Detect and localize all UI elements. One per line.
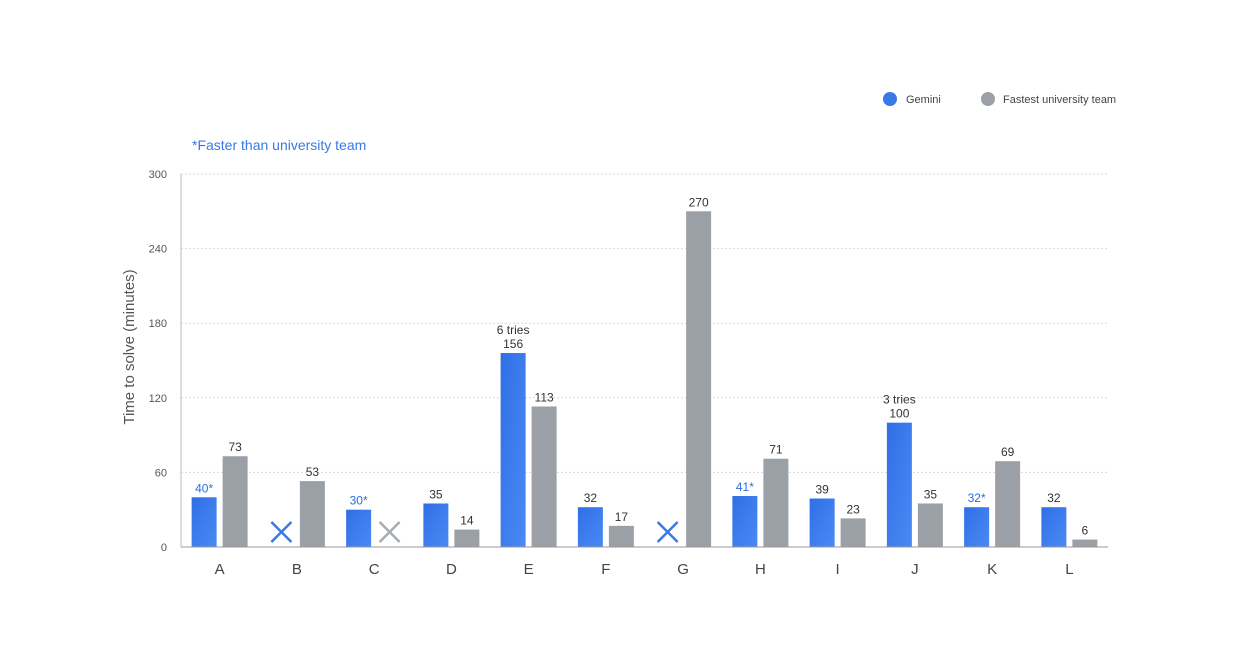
bar-university <box>995 461 1021 547</box>
bar-gemini <box>423 503 449 547</box>
y-tick-label: 120 <box>149 393 167 405</box>
bar-university <box>917 503 943 547</box>
data-label: 270 <box>689 195 709 209</box>
bar-university <box>1072 539 1098 547</box>
data-label: 100 <box>889 407 909 421</box>
bar-university <box>222 456 248 547</box>
x-icon <box>378 521 401 543</box>
data-label: 40* <box>195 481 213 495</box>
tries-label: 6 tries <box>497 323 530 337</box>
tries-label: 3 tries <box>883 393 916 407</box>
x-tick-label: L <box>1065 561 1073 578</box>
data-label: 156 <box>503 337 523 351</box>
legend: Gemini Fastest university team <box>883 92 1116 106</box>
legend-gemini-swatch <box>883 92 897 106</box>
bar-university <box>299 481 325 547</box>
bar-gemini <box>1041 507 1067 547</box>
data-label: 113 <box>535 391 554 405</box>
data-label: 41* <box>736 480 754 494</box>
y-tick-label: 240 <box>149 244 167 256</box>
data-label: 32* <box>968 491 986 505</box>
x-icon <box>270 521 293 543</box>
x-tick-label: B <box>292 561 302 578</box>
legend-university-label: Fastest university team <box>1003 94 1116 106</box>
y-axis-label: Time to solve (minutes) <box>121 269 138 424</box>
y-tick-label: 180 <box>149 318 167 330</box>
y-axis-ticks: 0 60 120 180 240 300 <box>149 169 167 554</box>
chart-note: *Faster than university team <box>192 137 366 153</box>
x-tick-label: C <box>369 561 380 578</box>
data-label: 32 <box>584 491 598 505</box>
x-tick-label: D <box>446 561 457 578</box>
data-label: 53 <box>306 465 320 479</box>
x-tick-label: F <box>601 561 610 578</box>
bar-university <box>840 518 866 547</box>
x-tick-label: J <box>911 561 919 578</box>
x-axis-labels: A B C D E F G H I J K L <box>215 561 1074 578</box>
bar-university <box>608 525 634 547</box>
data-label: 39 <box>815 483 829 497</box>
bar-university <box>454 529 480 547</box>
x-tick-label: G <box>677 561 689 578</box>
x-tick-label: H <box>755 561 766 578</box>
bar-gemini <box>964 507 990 547</box>
data-label: 73 <box>228 440 242 454</box>
data-label: 14 <box>460 514 474 528</box>
bar-gemini <box>809 498 835 547</box>
bar-gemini <box>732 496 758 547</box>
y-tick-label: 0 <box>161 542 167 554</box>
bar-gemini <box>500 353 526 547</box>
data-label: 17 <box>615 510 629 524</box>
bar-gemini <box>191 497 217 547</box>
data-label: 35 <box>429 487 443 501</box>
x-tick-label: I <box>836 561 840 578</box>
legend-university-swatch <box>981 92 995 106</box>
legend-gemini-label: Gemini <box>906 94 941 106</box>
data-label: 69 <box>1001 445 1015 459</box>
data-label: 6 <box>1082 524 1089 538</box>
bar-university <box>531 406 557 547</box>
data-label: 23 <box>846 502 860 516</box>
data-label: 32 <box>1047 491 1061 505</box>
x-tick-label: K <box>987 561 997 578</box>
bar-gemini <box>346 509 372 547</box>
y-tick-label: 60 <box>155 467 167 479</box>
bar-gemini <box>886 422 912 547</box>
x-tick-label: A <box>215 561 225 578</box>
bar-university <box>763 458 789 547</box>
x-tick-label: E <box>524 561 534 578</box>
data-label: 30* <box>350 494 368 508</box>
data-label: 35 <box>924 487 938 501</box>
x-icon <box>656 521 679 543</box>
bar-gemini <box>577 507 603 547</box>
y-tick-label: 300 <box>149 169 167 181</box>
data-label: 71 <box>769 443 783 457</box>
grid <box>180 173 1108 547</box>
bar-university <box>686 211 712 548</box>
